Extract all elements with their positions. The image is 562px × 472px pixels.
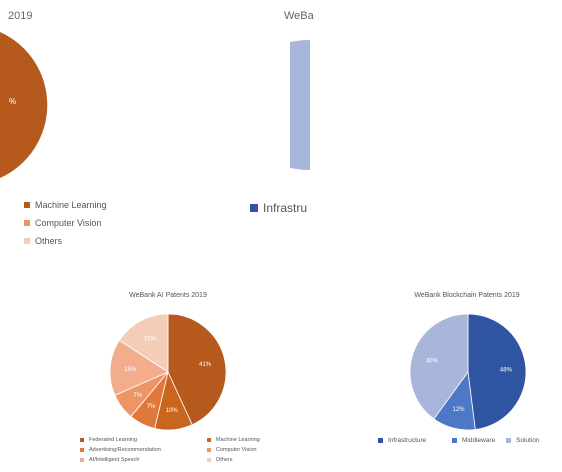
- pie-slice-solution: [409, 313, 469, 420]
- top-left-slice-machine-learning: [0, 32, 48, 178]
- legend-label: Federated Learning: [89, 437, 138, 443]
- top-left-legend-item-others: Others: [24, 236, 62, 246]
- legend-swatch: [80, 458, 84, 462]
- legend-item-machine-learning: Machine Learning: [207, 437, 260, 443]
- legend-item-computer-vision: Computer Vision: [207, 447, 257, 453]
- legend-swatch: [24, 202, 30, 208]
- legend-item-federated-learning: Federated Learning: [80, 437, 137, 443]
- legend-label: Solution: [516, 437, 540, 444]
- legend-swatch: [207, 438, 211, 442]
- legend-swatch: [24, 238, 30, 244]
- slice-label-solution: 40%: [426, 358, 439, 364]
- legend-label: Computer Vision: [35, 218, 102, 228]
- pie-slice-others: [118, 313, 169, 373]
- legend-item-others: Others: [207, 457, 233, 463]
- legend-item-middleware: Middleware: [452, 437, 495, 444]
- legend-swatch: [80, 438, 84, 442]
- legend-item-solution: Solution: [506, 437, 540, 444]
- top-right-chart-title-fragment: WeBa: [284, 10, 314, 22]
- slice-label-machine-learning: 10%: [166, 408, 179, 414]
- legend-item-ai-intelligent-speech: AI/Intelligent Speech: [80, 457, 139, 463]
- top-right-partial-pie: [290, 40, 310, 170]
- legend-label: Machine Learning: [35, 200, 107, 210]
- legend-item-advertising-recommendation: Advertising/Recommendation: [80, 447, 161, 453]
- legend-label: Others: [216, 457, 233, 463]
- legend-label: Middleware: [462, 437, 496, 444]
- legend-label: Others: [35, 236, 63, 246]
- legend-swatch: [80, 448, 84, 452]
- ai-chart-title: WeBank AI Patents 2019: [129, 292, 207, 299]
- legend-label: Advertising/Recommendation: [89, 447, 161, 453]
- legend-swatch: [506, 438, 511, 443]
- legend-label: Infrastru: [263, 201, 308, 215]
- legend-swatch: [207, 458, 211, 462]
- legend-swatch: [452, 438, 457, 443]
- slice-label-computer-vision: 7%: [133, 393, 142, 399]
- pie-slice-infrastructure: [467, 313, 527, 430]
- top-right-slice-solution: [290, 40, 310, 170]
- legend-label: Infrastructure: [388, 437, 427, 444]
- slice-label-ai-intelligent-speech: 15%: [124, 367, 137, 373]
- top-left-legend-item-computer-vision: Computer Vision: [24, 218, 101, 228]
- legend-item-infrastructure: Infrastructure: [378, 437, 426, 444]
- legend-swatch: [250, 204, 258, 212]
- slice-label-middleware: 12%: [453, 407, 466, 413]
- legend-swatch: [24, 220, 30, 226]
- blockchain-patents-pie-chart: 48% 12% 40%: [409, 313, 527, 431]
- ai-patents-pie-chart: 41% 10% 7% 7% 15% 15%: [109, 313, 227, 431]
- legend-label: AI/Intelligent Speech: [89, 457, 140, 463]
- top-left-legend-item-machine-learning: Machine Learning: [24, 200, 107, 210]
- top-right-legend-item-infrastructure: Infrastru: [250, 201, 307, 215]
- slice-label-federated-learning: 41%: [199, 362, 212, 368]
- blockchain-chart-title: WeBank Blockchain Patents 2019: [414, 292, 520, 299]
- pie-slice-ai-intelligent-speech: [109, 339, 169, 396]
- legend-label: Machine Learning: [216, 437, 260, 443]
- slice-label-advertising-recommendation: 7%: [147, 404, 156, 410]
- legend-label: Computer Vision: [216, 447, 257, 453]
- pie-slice-federated-learning: [167, 313, 227, 426]
- legend-swatch: [378, 438, 383, 443]
- top-left-partial-pie: %: [0, 32, 48, 178]
- top-left-chart-title-fragment: 2019: [8, 10, 33, 22]
- slice-label-others: 15%: [144, 337, 157, 343]
- slice-label-infrastructure: 48%: [500, 368, 513, 374]
- legend-swatch: [207, 448, 211, 452]
- top-left-slice-label: %: [9, 97, 16, 106]
